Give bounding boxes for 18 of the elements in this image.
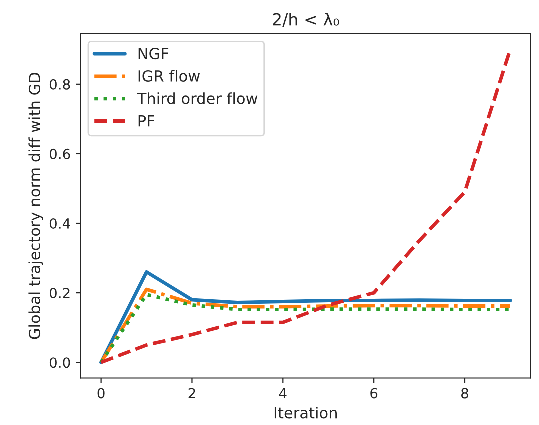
x-tick-label: 0: [98, 388, 105, 399]
x-tick-label: 2: [188, 388, 196, 399]
legend-label: Third order flow: [137, 92, 258, 104]
legend-label: NGF: [138, 48, 169, 60]
y-tick-label: 0.2: [50, 288, 70, 299]
y-tick-label: 0.8: [50, 79, 70, 90]
x-tick-label: 8: [462, 388, 468, 399]
y-tick-label: 0.6: [50, 148, 70, 160]
x-tick-label: 6: [370, 388, 378, 399]
x-tick-label: 4: [279, 388, 287, 399]
legend-label: IGR flow: [138, 70, 200, 82]
y-tick-label: 0.0: [50, 358, 70, 368]
chart-title: 2/h < λ₀: [273, 13, 340, 28]
legend-label: PF: [138, 115, 154, 127]
y-tick-label: 0.4: [50, 218, 70, 229]
x-axis-title: Iteration: [274, 406, 337, 419]
line-series: [100, 270, 512, 364]
y-axis-title: Global trajectory norm diff with GD: [28, 73, 44, 340]
